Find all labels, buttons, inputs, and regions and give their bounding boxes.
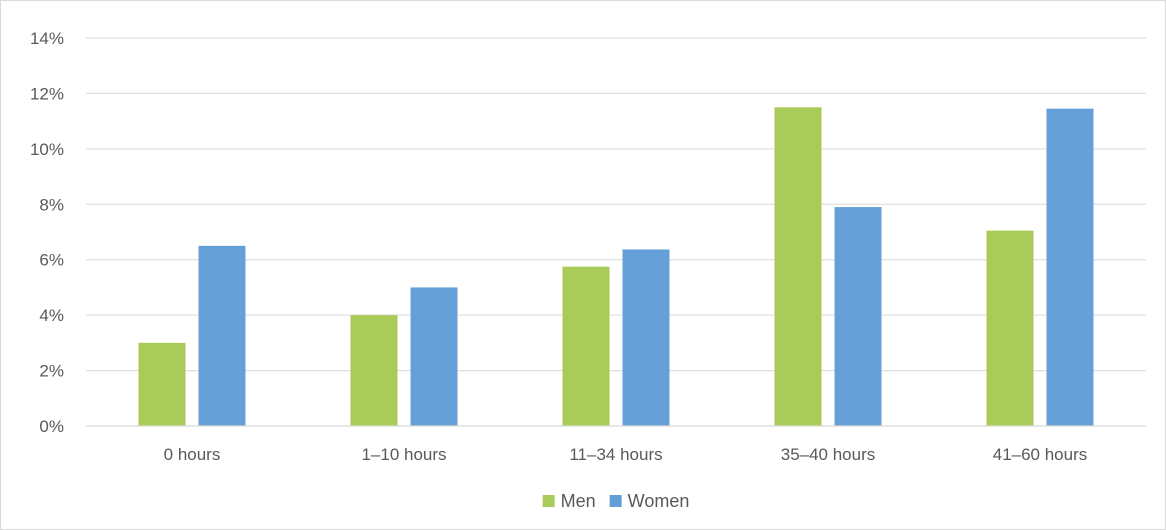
legend-swatch-men	[542, 495, 555, 507]
bar-men-1	[350, 315, 398, 426]
bar-men-4	[986, 230, 1034, 426]
legend-label-women: Women	[628, 491, 690, 511]
x-tick-label: 0 hours	[164, 445, 221, 464]
y-tick-label: 14%	[30, 29, 64, 48]
legend-label-men: Men	[561, 491, 596, 511]
y-tick-label: 2%	[39, 362, 64, 381]
bar-women-1	[410, 287, 458, 426]
bar-women-2	[622, 249, 670, 426]
legend: Men Women	[542, 491, 690, 511]
y-tick-label: 8%	[39, 195, 64, 214]
x-tick-label: 1–10 hours	[361, 445, 446, 464]
x-axis-ticks: 0 hours 1–10 hours 11–34 hours 35–40 hours 4…	[164, 445, 1088, 464]
bar-women-3	[834, 207, 882, 426]
y-tick-label: 6%	[39, 251, 64, 270]
y-tick-label: 12%	[30, 84, 64, 103]
x-tick-label: 11–34 hours	[569, 445, 662, 464]
bars	[138, 107, 1094, 427]
y-tick-label: 0%	[39, 417, 64, 436]
gridlines	[86, 37, 1146, 372]
y-tick-label: 4%	[39, 306, 64, 325]
y-tick-label: 10%	[30, 140, 64, 159]
bar-men-0	[138, 342, 186, 426]
bar-men-3	[774, 107, 822, 427]
x-tick-label: 41–60 hours	[993, 445, 1088, 464]
bar-women-0	[198, 245, 246, 426]
bar-men-2	[562, 266, 610, 426]
legend-swatch-women	[609, 495, 622, 507]
bar-women-4	[1046, 108, 1094, 427]
y-axis-ticks: 0% 2% 4% 6% 8% 10% 12% 14%	[30, 29, 64, 436]
x-tick-label: 35–40 hours	[781, 445, 876, 464]
